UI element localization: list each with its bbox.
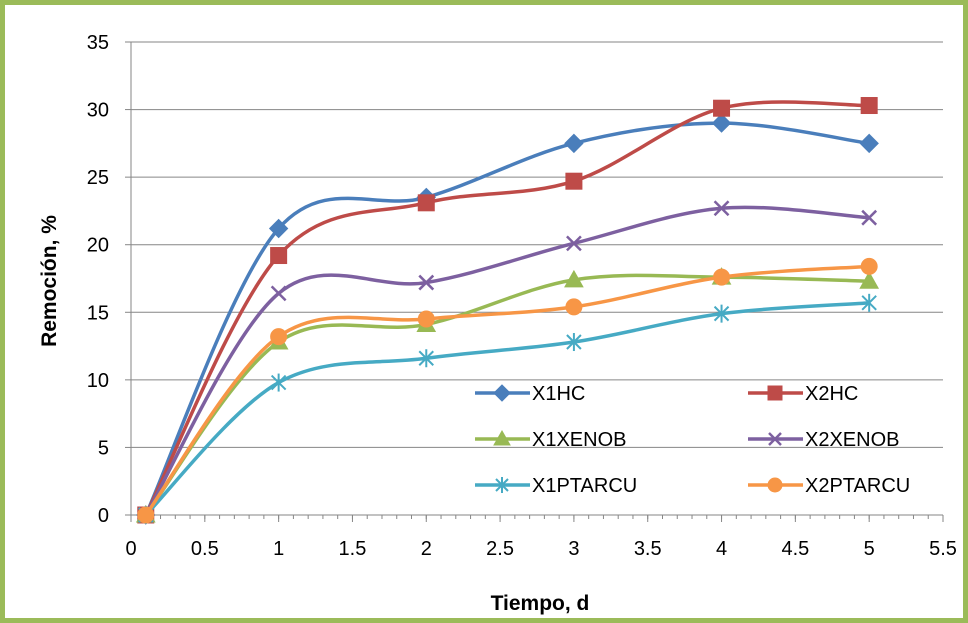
data-point <box>861 293 877 312</box>
legend-item-x1xenob: X1XENOB <box>475 429 626 451</box>
legend-label: X1HC <box>532 383 585 405</box>
grid-layer <box>131 41 943 448</box>
legend-marker <box>768 432 782 446</box>
legend-marker <box>493 384 511 402</box>
data-point <box>566 333 582 352</box>
series-line <box>144 301 870 517</box>
x-tick-label: 4 <box>716 538 727 560</box>
data-point <box>566 235 582 252</box>
data-point <box>860 97 878 115</box>
legend-marker <box>493 429 511 446</box>
data-point <box>565 298 583 316</box>
legend-item-x2ptarcu: X2PTARCU <box>748 475 910 497</box>
data-point <box>861 209 878 226</box>
legend-marker <box>767 477 783 493</box>
data-point <box>268 218 289 239</box>
series-layer <box>135 97 880 525</box>
x-axis-title: Tiempo, d <box>491 592 590 615</box>
y-tick-label: 5 <box>98 437 109 459</box>
x-tick-label: 2 <box>421 538 432 560</box>
legend-marker <box>767 385 783 401</box>
x-tick-label: 0 <box>125 538 136 560</box>
x-tick-label: 4.5 <box>781 538 809 560</box>
series-x2ptarcu <box>137 257 878 524</box>
data-point <box>417 310 435 328</box>
data-point <box>711 113 732 133</box>
axis-layer: 0 5 10 15 20 25 30 35 0 0.5 1 1.5 2 2.5 3 3.5 4 4.5 5 5.5 <box>87 32 957 560</box>
data-point <box>418 274 435 291</box>
x-tick-label: 5 <box>864 538 875 560</box>
legend-item-x1ptarcu: X1PTARCU <box>475 475 637 497</box>
y-tick-label: 25 <box>87 167 109 189</box>
legend-label: X1XENOB <box>532 429 626 451</box>
marker-stroke <box>861 209 878 226</box>
data-point <box>860 257 878 275</box>
x-tick-label: 0.5 <box>191 538 219 560</box>
y-tick-label: 35 <box>87 32 109 54</box>
marker-stroke <box>768 432 782 446</box>
data-point <box>713 200 730 217</box>
legend: X1HC X2HC X1XENOB X2XENOB X1PTARCU X2PTARCU <box>475 383 910 497</box>
x-tick-label: 2.5 <box>486 538 514 560</box>
x-tick-label: 3.5 <box>634 538 662 560</box>
y-tick-label: 30 <box>87 100 109 122</box>
data-point <box>270 328 288 346</box>
data-point <box>859 133 879 154</box>
legend-label: X1PTARCU <box>532 475 637 497</box>
data-point <box>417 194 435 212</box>
legend-item-x2xenob: X2XENOB <box>748 429 899 451</box>
data-point <box>713 304 730 323</box>
y-tick-label: 0 <box>98 505 109 527</box>
legend-label: X2HC <box>805 383 858 405</box>
series-x2xenob <box>137 200 878 523</box>
x-tick-label: 1.5 <box>339 538 367 560</box>
data-point <box>270 373 287 392</box>
legend-item-x1hc: X1HC <box>475 383 585 405</box>
x-tick-label: 1 <box>273 538 284 560</box>
series-line <box>144 273 870 517</box>
y-tick-label: 10 <box>87 370 109 392</box>
data-point <box>564 269 584 288</box>
data-point <box>713 268 731 286</box>
data-point <box>713 99 731 117</box>
legend-label: X2PTARCU <box>805 475 910 497</box>
data-point <box>270 247 288 265</box>
marker-stroke <box>713 200 730 217</box>
marker-stroke <box>270 285 287 302</box>
series-line <box>144 264 870 517</box>
x-tick-label: 5.5 <box>929 538 957 560</box>
x-tick-label: 3 <box>568 538 579 560</box>
data-point <box>859 271 880 289</box>
y-axis-title: Remoción, % <box>38 215 61 347</box>
data-point <box>270 285 287 302</box>
data-point <box>137 506 155 524</box>
data-point <box>564 133 584 154</box>
marker-stroke <box>418 274 435 291</box>
series-line <box>144 205 870 516</box>
y-tick-label: 20 <box>87 235 109 257</box>
data-point <box>565 172 583 190</box>
marker-stroke <box>566 235 582 252</box>
legend-item-x2hc: X2HC <box>748 383 858 405</box>
legend-label: X2XENOB <box>805 429 899 451</box>
data-point <box>418 349 434 368</box>
legend-marker <box>495 477 509 493</box>
y-tick-label: 15 <box>87 302 109 324</box>
series-x1hc <box>136 113 879 525</box>
